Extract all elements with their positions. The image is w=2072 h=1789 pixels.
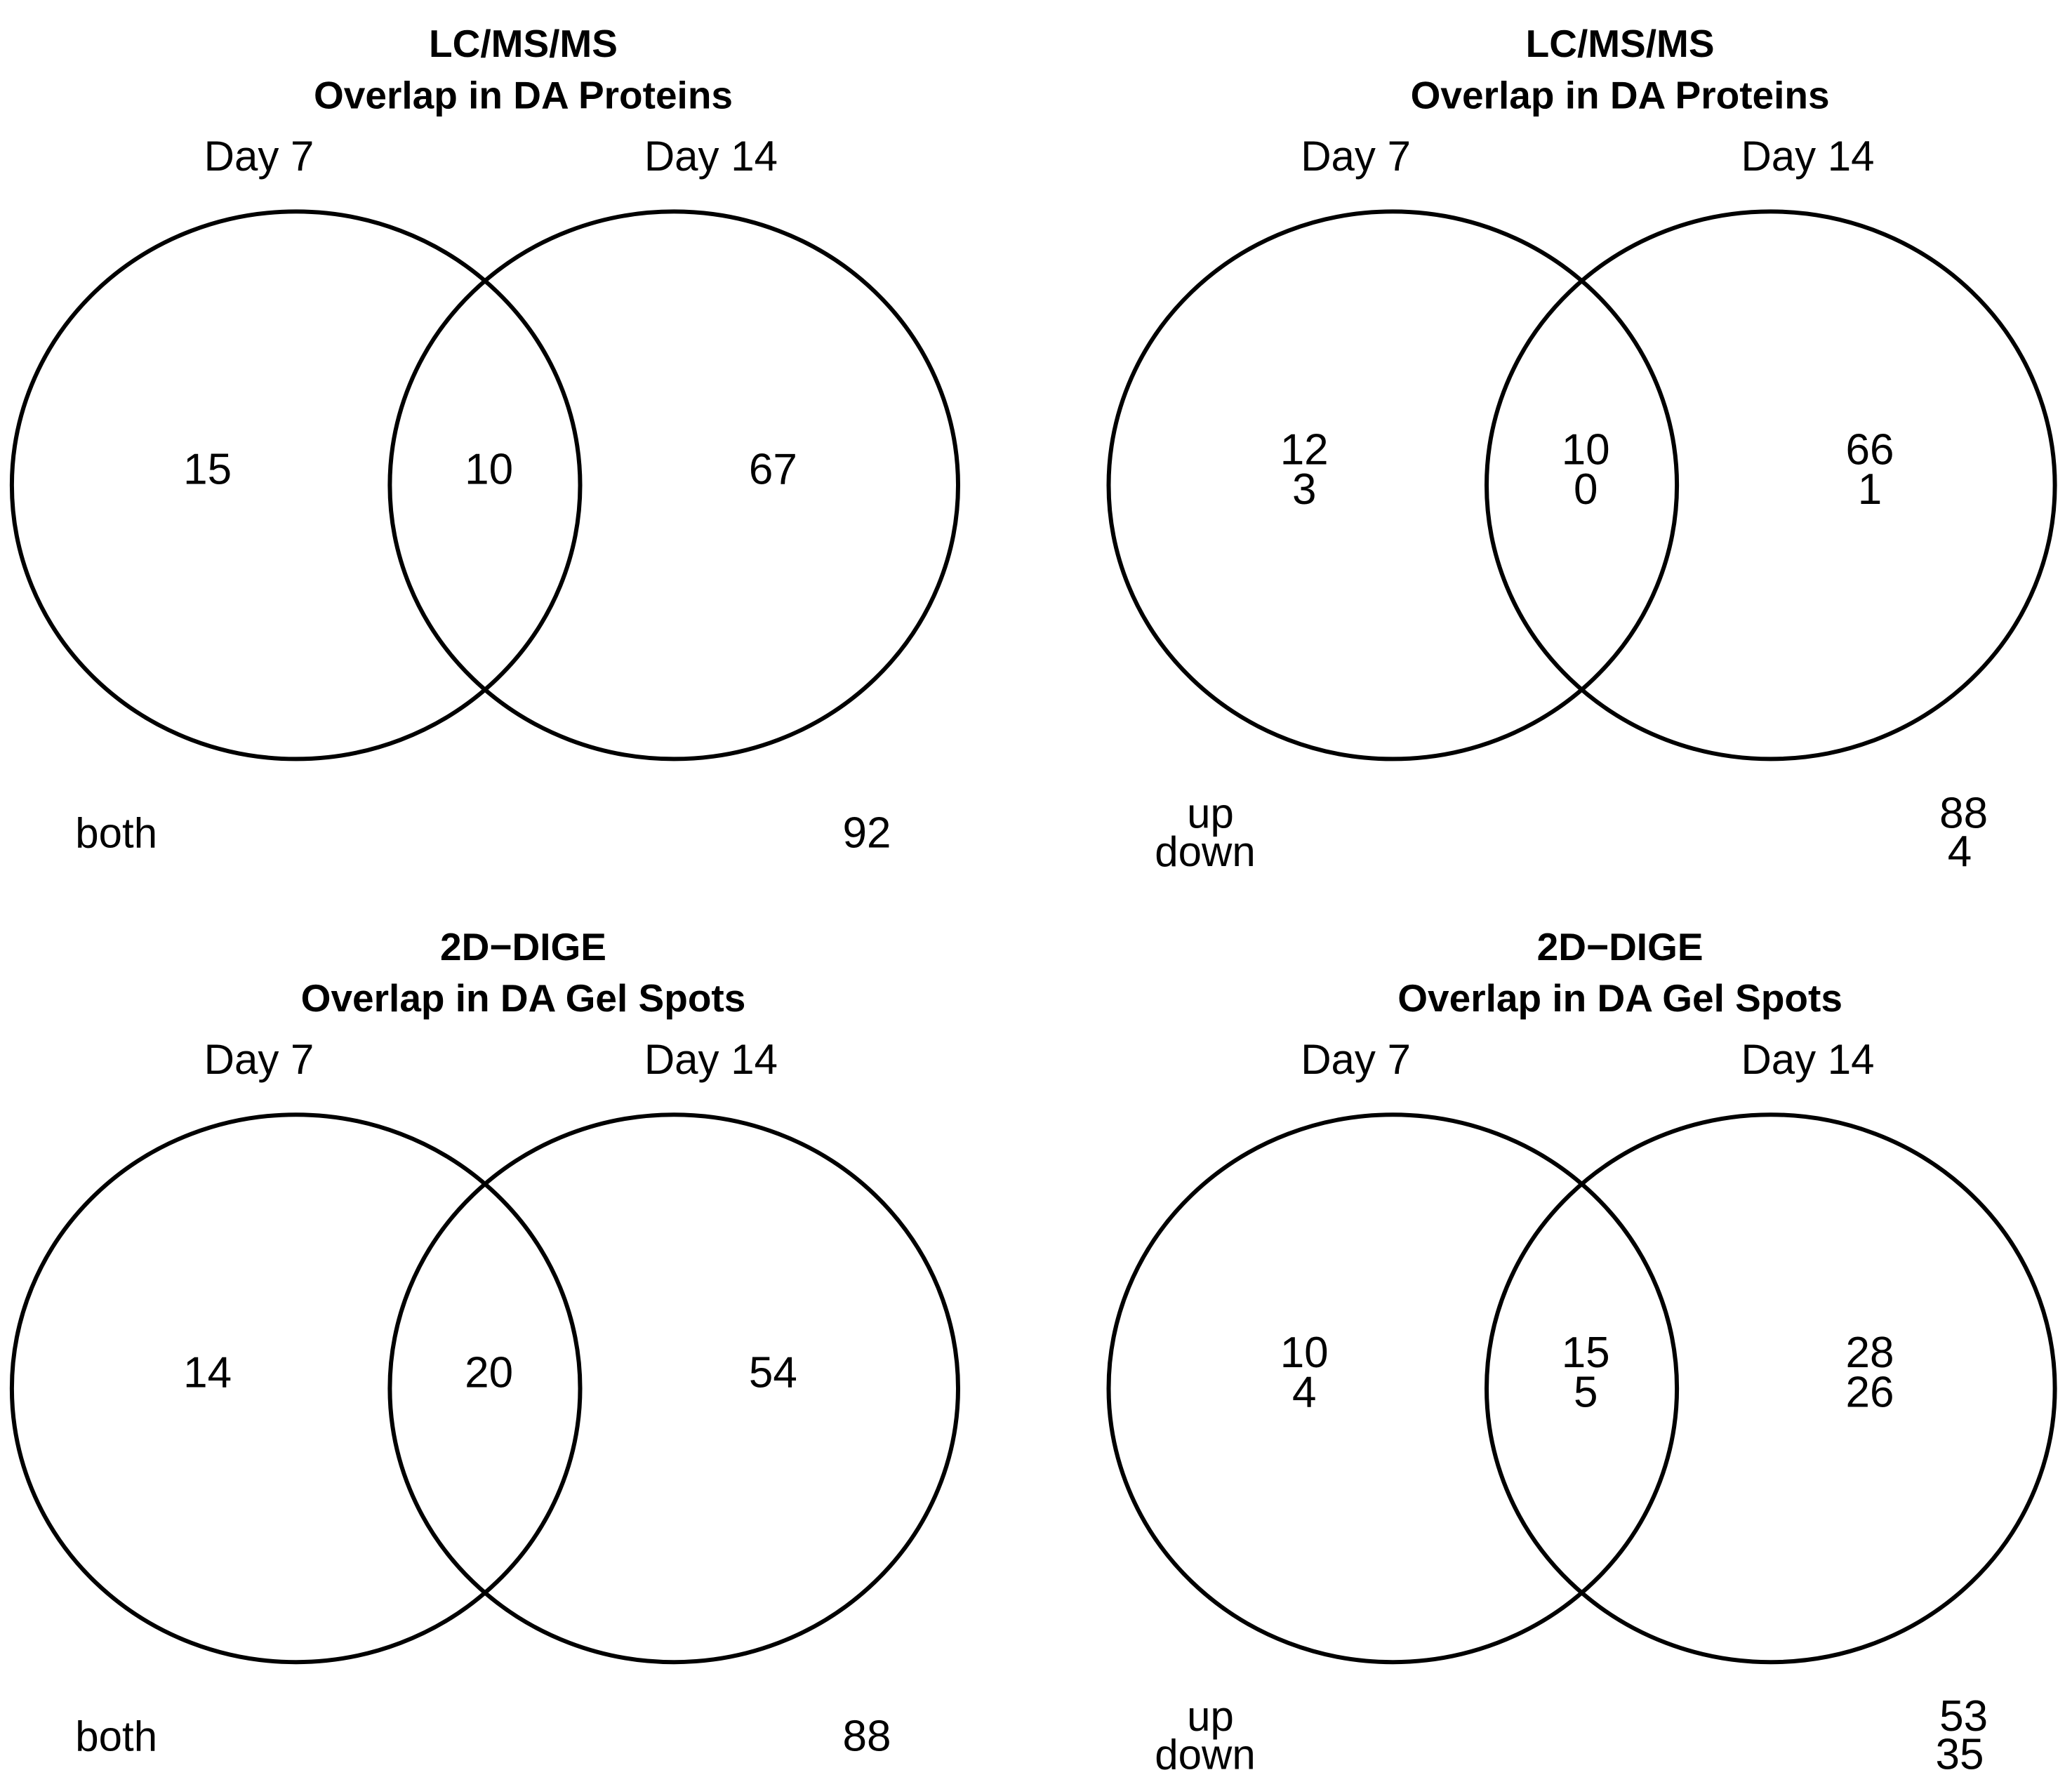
total-both: 92	[843, 809, 891, 858]
set-label-day7: Day 7	[204, 133, 314, 180]
count-a-only-down: 3	[1292, 465, 1316, 514]
set-circle-day7	[1106, 1112, 1680, 1665]
set-label-day7: Day 7	[1301, 1036, 1411, 1083]
set-circle-day14	[387, 1112, 960, 1665]
set-circle-day7	[9, 209, 583, 762]
count-b-only-up: 66	[1846, 425, 1894, 474]
total-label-down: down	[1155, 1731, 1255, 1778]
count-ab-up: 15	[1562, 1329, 1610, 1377]
total-down: 35	[1936, 1731, 1984, 1779]
total-label-both: both	[75, 810, 157, 857]
count-ab-down: 5	[1574, 1369, 1598, 1417]
set-label-day14: Day 14	[1741, 1036, 1874, 1083]
total-both: 88	[843, 1712, 891, 1760]
count-a-only-down: 4	[1292, 1369, 1316, 1417]
panel-title-line2: Overlap in DA Gel Spots	[1397, 976, 1842, 1020]
count-a-only-up: 12	[1280, 425, 1329, 474]
count-b-only-up: 28	[1846, 1329, 1894, 1377]
total-label-both: both	[75, 1712, 157, 1760]
panel-title-line2: Overlap in DA Gel Spots	[301, 976, 746, 1020]
set-label-day14: Day 14	[1741, 133, 1874, 180]
set-circle-day7	[9, 1112, 583, 1665]
set-label-day7: Day 7	[1301, 133, 1411, 180]
set-label-day14: Day 14	[644, 1036, 778, 1083]
total-up: 53	[1939, 1692, 1988, 1741]
total-up: 88	[1939, 789, 1988, 837]
panel-title-line1: 2D−DIGE	[1537, 925, 1704, 969]
set-circle-day7	[1106, 209, 1680, 762]
panel-title-line2: Overlap in DA Proteins	[314, 74, 733, 117]
count-b-only: 67	[749, 446, 797, 494]
set-circle-day14	[387, 209, 960, 762]
count-ab: 10	[465, 446, 513, 494]
panel-title-line1: LC/MS/MS	[1526, 22, 1715, 65]
venn-panel-4: 2D−DIGE Overlap in DA Gel Spots Day 7 Day 1…	[1106, 925, 2057, 1779]
total-down: 4	[1948, 827, 1972, 876]
panel-title-line2: Overlap in DA Proteins	[1411, 74, 1830, 117]
total-label-down: down	[1155, 828, 1255, 875]
count-b-only: 54	[749, 1348, 797, 1397]
count-a-only: 15	[183, 446, 232, 494]
count-ab: 20	[465, 1348, 513, 1397]
count-a-only-up: 10	[1280, 1329, 1329, 1377]
count-ab-down: 0	[1574, 465, 1598, 514]
panel-title-line1: LC/MS/MS	[429, 22, 618, 65]
count-b-only-down: 1	[1858, 465, 1882, 514]
count-a-only: 14	[183, 1348, 232, 1397]
set-label-day14: Day 14	[644, 133, 778, 180]
count-ab-up: 10	[1562, 425, 1610, 474]
total-label-up: up	[1187, 790, 1234, 837]
panel-title-line1: 2D−DIGE	[440, 925, 606, 969]
total-label-up: up	[1187, 1693, 1234, 1740]
count-b-only-down: 26	[1846, 1369, 1894, 1417]
venn-panel-3: 2D−DIGE Overlap in DA Gel Spots Day 7 Day 1…	[9, 925, 960, 1760]
set-label-day7: Day 7	[204, 1036, 314, 1083]
set-circle-day14	[1485, 209, 2057, 762]
set-circle-day14	[1485, 1112, 2057, 1665]
